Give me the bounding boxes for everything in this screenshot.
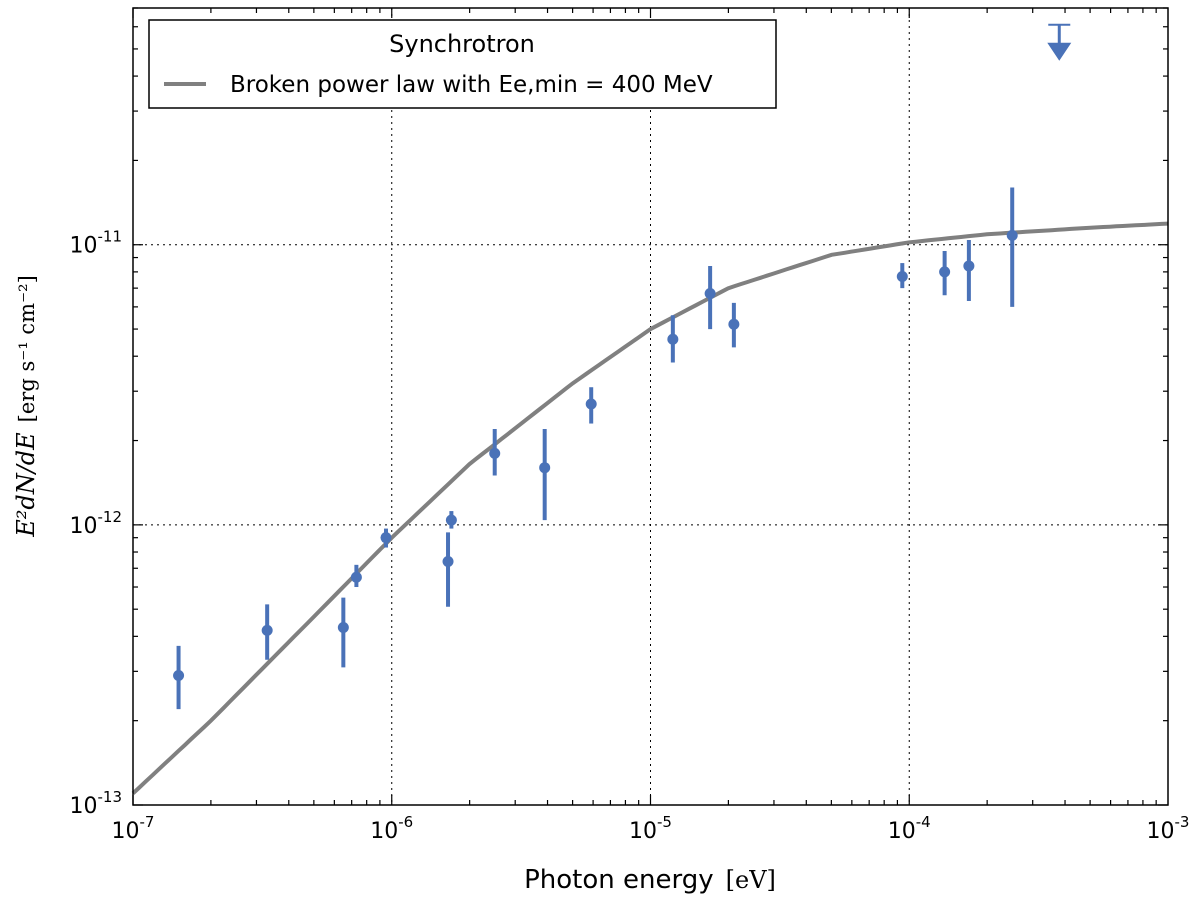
x-tick-base: 10 (1147, 819, 1175, 844)
data-point (1006, 187, 1018, 307)
data-point (667, 315, 679, 363)
y-tick-base: 10 (70, 234, 98, 259)
x-tick-label: 10-7 (112, 813, 155, 844)
model-curve-group (131, 221, 1169, 795)
data-point (963, 239, 975, 301)
x-tick-base: 10 (370, 819, 398, 844)
data-marker (350, 571, 362, 583)
data-point (728, 302, 740, 348)
y-axis-label: E²dN/dE [erg s⁻¹ cm⁻²] (12, 275, 40, 538)
x-axis-label-text: Photon energy (524, 865, 714, 895)
x-tick-label: 10-4 (888, 813, 931, 844)
upper-limit-arrow-icon (1047, 42, 1072, 61)
data-point (442, 532, 454, 607)
y-tick-exponent: -12 (98, 508, 123, 526)
x-tick-base: 10 (112, 819, 140, 844)
legend-title: Synchrotron (389, 30, 535, 58)
data-marker (261, 624, 273, 636)
data-marker (704, 287, 716, 299)
data-marker (963, 260, 975, 272)
data-marker (667, 333, 679, 345)
data-point (380, 528, 392, 548)
grid-lines (133, 8, 1168, 805)
data-point (337, 597, 349, 668)
data-marker (1006, 229, 1018, 241)
x-tick-exponent: -3 (1175, 813, 1190, 831)
data-points-group (173, 23, 1072, 710)
x-tick-label: 10-5 (629, 813, 672, 844)
y-tick-base: 10 (70, 794, 98, 819)
data-point (261, 604, 273, 660)
x-tick-label: 10-3 (1147, 813, 1190, 844)
x-tick-exponent: -4 (916, 813, 931, 831)
data-point (489, 428, 501, 476)
y-tick-exponent: -13 (98, 788, 123, 806)
y-tick-label: 10-12 (70, 508, 123, 539)
data-point (585, 387, 597, 424)
data-marker (337, 622, 349, 634)
plot-frame (132, 7, 1169, 806)
data-marker (939, 266, 951, 278)
x-tick-label: 10-6 (370, 813, 413, 844)
data-marker (489, 447, 501, 459)
model-curve (131, 221, 1169, 795)
y-tick-label: 10-13 (70, 788, 123, 819)
legend-box (148, 19, 777, 109)
data-point (445, 511, 457, 529)
x-tick-exponent: -6 (398, 813, 413, 831)
legend: Synchrotron Broken power law with Ee,min… (148, 19, 777, 109)
x-tick-base: 10 (888, 819, 916, 844)
data-marker (173, 669, 185, 681)
data-marker (445, 514, 457, 526)
data-marker (380, 532, 392, 544)
data-point (939, 250, 951, 296)
data-marker (585, 398, 597, 410)
y-tick-exponent: -11 (98, 228, 123, 246)
y-axis-label-math: E²dN/dE (12, 432, 40, 538)
data-point (539, 428, 551, 521)
data-marker (442, 556, 454, 568)
data-point (704, 265, 716, 330)
plot-area (133, 8, 1168, 805)
data-marker (896, 271, 908, 283)
y-tick-base: 10 (70, 514, 98, 539)
data-point (896, 263, 908, 289)
upper-limit (1047, 23, 1072, 61)
x-axis-label: Photon energy [eV] (524, 865, 776, 895)
x-axis-label-unit: [eV] (726, 866, 776, 894)
x-tick-exponent: -7 (140, 813, 155, 831)
data-marker (728, 318, 740, 330)
y-axis-label-unit: [erg s⁻¹ cm⁻²] (15, 275, 39, 422)
y-tick-label: 10-11 (70, 228, 123, 259)
x-tick-base: 10 (629, 819, 657, 844)
data-point (350, 564, 362, 588)
x-tick-exponent: -5 (657, 813, 672, 831)
data-point (173, 645, 185, 710)
data-marker (539, 462, 551, 474)
legend-entry-label: Broken power law with Ee,min = 400 MeV (230, 72, 713, 98)
